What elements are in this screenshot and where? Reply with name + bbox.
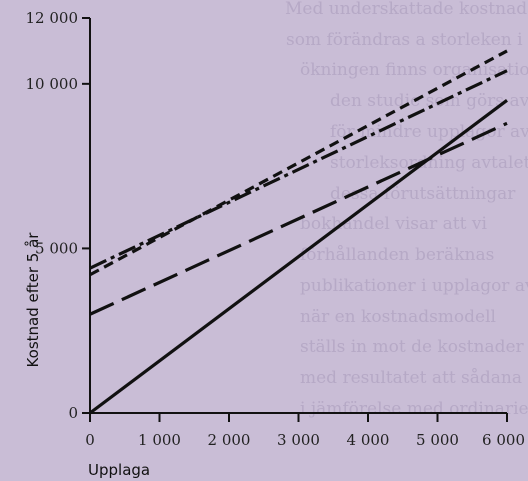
y-tick-label: 10 000 [26,75,79,93]
svg-text:som förändras a storleken i sk: som förändras a storleken i skalan [286,30,528,50]
svg-text:ökningen finns organisationen: ökningen finns organisationen [300,60,528,80]
svg-text:publikationer i upplagor av: publikationer i upplagor av [300,276,528,296]
y-tick-label: 0 [68,404,78,422]
svg-text:bokhandel visar att vi: bokhandel visar att vi [300,214,487,234]
x-tick-label: 6 000 [482,431,525,449]
svg-text:ställs in mot de kostnader: ställs in mot de kostnader [300,337,525,357]
series-layer [89,49,508,415]
x-tick-label: 3 000 [277,431,320,449]
svg-text:när en kostnadsmodell: när en kostnadsmodell [300,307,496,327]
series-line-solid [89,99,508,415]
y-tick-label: 5 000 [35,239,78,257]
series-line-long-dash [89,121,508,316]
x-tick-label: 0 [85,431,95,449]
x-tick-label: 5 000 [416,431,459,449]
svg-text:dessa förutsättningar: dessa förutsättningar [330,184,516,204]
y-ticks: 0 5 000 10 000 12 000 [26,9,90,422]
x-tick-label: 4 000 [347,431,390,449]
svg-text:storleksordning avtalet: storleksordning avtalet [330,153,528,173]
svg-text:i jämförelse med ordinarie: i jämförelse med ordinarie [300,399,528,419]
svg-text:förhållanden beräknas: förhållanden beräknas [300,245,494,265]
svg-text:Med underskattade kostnader: Med underskattade kostnader [285,0,528,19]
series-line-dash-dot [89,69,508,270]
y-tick-label: 12 000 [26,9,79,27]
x-axis-label: Upplaga [88,461,150,479]
svg-text:med resultatet att sådana: med resultatet att sådana [300,368,522,388]
y-axis-label: Kostnad efter 5 år [24,232,42,368]
x-tick-label: 1 000 [138,431,181,449]
svg-text:den studie som görs av: den studie som görs av [330,91,528,111]
x-tick-label: 2 000 [208,431,251,449]
x-ticks: 0 1 000 2 000 3 000 4 000 5 000 6 000 [85,413,525,449]
